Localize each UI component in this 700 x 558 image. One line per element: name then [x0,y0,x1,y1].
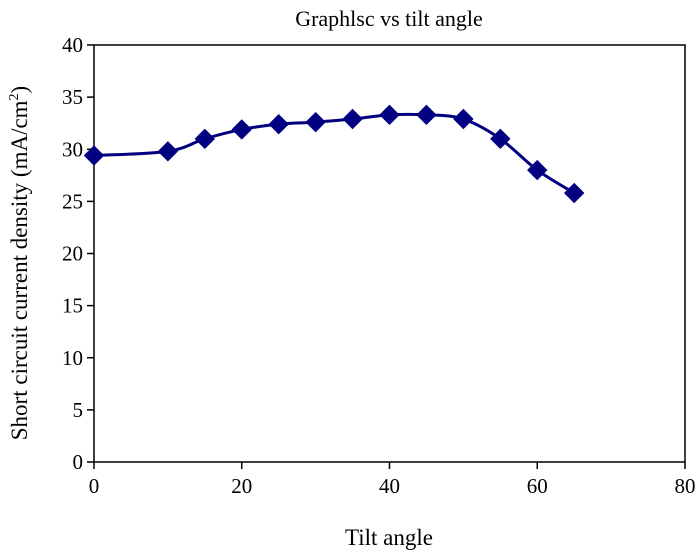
x-tick-label-1: 20 [231,474,252,498]
x-axis-title: Tilt angle [345,525,433,550]
chart-title: Graphlsc vs tilt angle [295,6,483,31]
y-tick-label-8: 40 [62,33,83,57]
data-point-9 [453,108,474,130]
data-point-3 [231,119,252,140]
y-axis-title-close: ) [7,86,32,94]
data-point-12 [563,182,585,204]
y-tick-label-2: 10 [62,346,83,370]
y-tick-label-5: 25 [62,189,83,213]
series-group [83,104,585,204]
y-tick-label-3: 15 [62,294,83,318]
y-tick-label-0: 0 [73,450,84,474]
data-point-2 [194,128,216,150]
data-point-8 [416,104,437,126]
y-tick-label-1: 5 [73,398,84,422]
data-point-10 [490,128,511,150]
data-point-4 [268,114,289,135]
y-axis-title: Short circuit current density (mA/cm2) [7,86,32,440]
y-tick-label-4: 20 [62,242,83,266]
x-tick-label-4: 80 [675,474,696,498]
y-tick-label-7: 35 [62,85,83,109]
y-axis-title-superscript: 2 [7,93,22,100]
y-axis-title-main: Short circuit current density (mA/cm [7,100,32,440]
y-tick-label-6: 30 [62,137,83,161]
data-point-0 [83,145,105,166]
y-axis: 0 5 10 15 20 25 30 35 40 [62,33,94,474]
data-point-11 [527,159,548,181]
data-point-1 [157,141,179,162]
x-axis: 0 20 40 60 80 [89,462,696,498]
x-tick-label-2: 40 [379,474,400,498]
data-point-6 [342,108,363,130]
data-point-7 [379,104,400,126]
x-tick-label-3: 60 [527,474,548,498]
x-tick-label-0: 0 [89,474,100,498]
data-point-5 [305,111,326,133]
